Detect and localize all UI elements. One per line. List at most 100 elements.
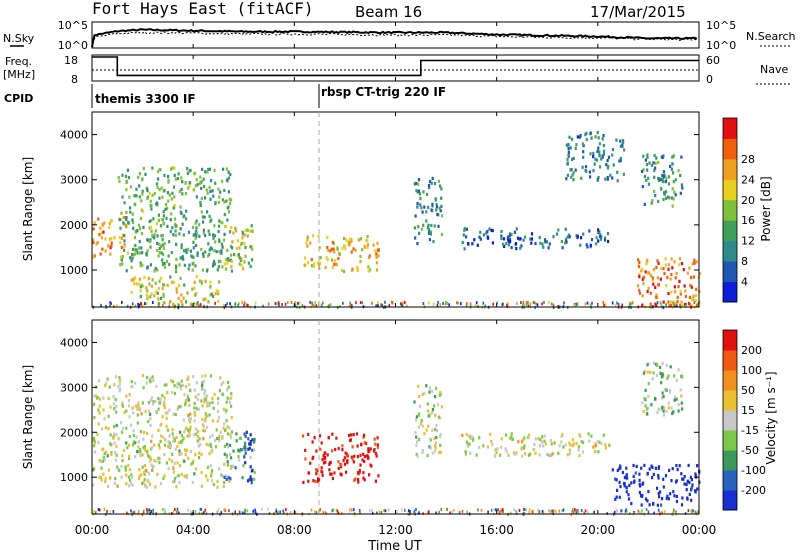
data-cell [606,175,609,180]
data-cell [225,477,228,481]
data-cell [313,262,316,266]
data-cell [495,508,497,512]
data-cell [175,485,178,489]
data-cell [427,205,430,209]
data-cell [463,228,466,232]
data-cell [138,195,141,199]
data-cell [223,213,226,217]
data-cell [317,263,321,267]
data-cell [435,203,438,207]
data-cell [581,450,585,454]
data-cell [196,397,200,401]
data-cell [204,419,207,423]
data-cell [268,511,271,515]
data-cell [375,255,378,259]
data-cell [680,300,683,304]
data-cell [218,195,221,199]
data-cell [623,476,626,480]
data-cell [359,511,361,515]
data-cell [431,451,434,455]
data-cell [566,235,569,239]
data-cell [641,294,644,298]
x-tick-label: 00:00 [75,523,110,537]
data-cell [650,403,653,407]
data-cell [322,454,325,458]
data-cell [132,440,135,444]
data-cell [539,241,542,245]
data-cell [336,509,339,513]
data-cell [461,433,464,437]
data-cell [592,155,595,159]
colorbar-swatch [723,199,737,221]
freq-series-line [92,56,699,77]
data-cell [156,291,159,295]
data-cell [97,508,100,511]
data-cell [665,303,667,307]
data-cell [602,143,605,148]
data-cell [202,220,205,224]
data-cell [180,440,183,444]
data-cell [422,302,425,305]
data-cell [322,511,324,514]
data-cell [116,465,119,469]
data-cell [520,301,522,305]
data-cell [647,489,650,494]
data-cell [93,450,97,454]
data-cell [657,476,660,480]
freq-left-tick-top: 18 [64,54,78,67]
data-cell [314,300,317,304]
data-cell [303,263,306,267]
data-cell [159,296,163,300]
data-cell [597,450,600,454]
data-cell [330,247,334,251]
data-cell [276,302,278,306]
data-cell [651,276,654,280]
data-cell [152,400,155,404]
data-cell [150,207,153,211]
data-cell [635,464,638,469]
data-cell [204,415,207,419]
data-cell [362,435,365,439]
data-cell [203,184,206,188]
data-cell [189,450,192,454]
data-cell [188,263,191,267]
data-cell [194,293,197,297]
data-cell [523,444,526,448]
data-cell [653,154,656,158]
data-cell [369,447,372,451]
data-cell [290,300,293,304]
data-cell [96,395,99,400]
data-cell [189,388,192,392]
data-cell [187,267,190,271]
data-cell [216,485,219,489]
data-cell [523,436,526,440]
data-cell [101,459,104,463]
data-cell [677,409,680,413]
data-cell [356,265,359,269]
data-cell [581,165,584,169]
data-cell [569,168,572,172]
data-cell [184,449,188,453]
data-cell [422,190,425,194]
data-cell [167,445,170,449]
data-cell [131,212,134,216]
data-cell [335,436,338,440]
data-cell [363,459,366,464]
data-cell [168,434,171,438]
data-cell [113,236,116,240]
data-cell [109,237,112,241]
data-cell [249,465,252,469]
data-cell [502,237,506,241]
data-cell [664,257,667,261]
data-cell [371,301,373,305]
data-cell [204,170,207,174]
data-cell [673,260,676,264]
y-tick-label: 1000 [60,471,88,484]
data-cell [465,235,468,239]
data-cell [176,507,179,511]
data-cell [661,177,664,181]
data-cell [677,169,680,173]
data-cell [143,448,147,452]
data-cell [647,182,650,186]
data-cell [242,267,245,271]
